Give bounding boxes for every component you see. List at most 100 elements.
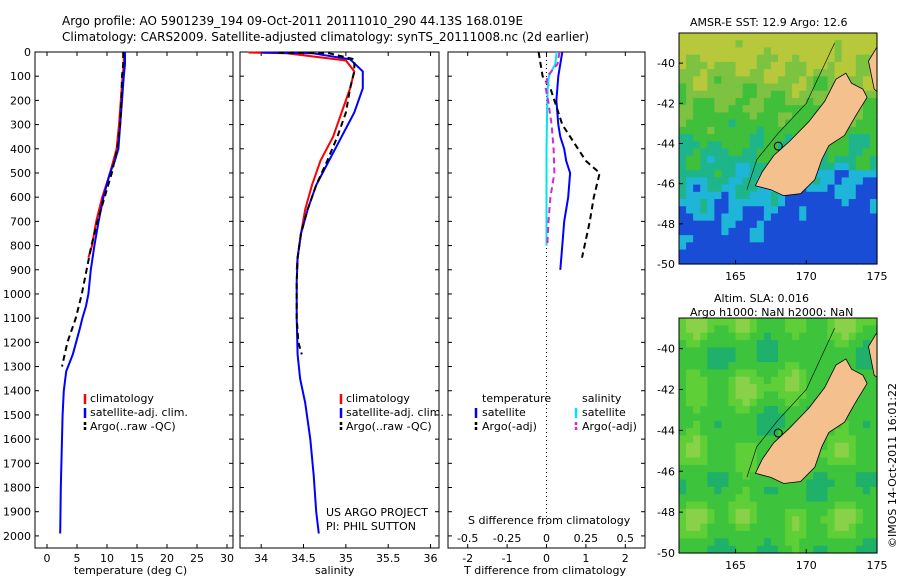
depth-tick-label: 1800 [3, 482, 31, 495]
lon-tick-label: 170 [796, 270, 817, 283]
depth-tick-label: 500 [10, 167, 31, 180]
argo-float-marker [773, 141, 783, 151]
bathymetry-contour [746, 42, 835, 190]
lat-tick-label: -44 [657, 424, 675, 437]
depth-tick-label: 800 [10, 240, 31, 253]
sst-map-cells [679, 33, 878, 265]
s-diff-tick-label: -0.25 [493, 532, 521, 545]
x-tick-label: 15 [130, 552, 144, 565]
depth-tick-label: 2000 [3, 530, 31, 543]
depth-tick-label: 1600 [3, 433, 31, 446]
south-island-land [754, 72, 868, 197]
series-line-satellite-adj-clim- [59, 52, 126, 534]
x-tick-label: 34 [254, 552, 268, 565]
plot-frame-0 [34, 51, 234, 549]
t-diff-axis-label: T difference from climatology [464, 564, 626, 577]
depth-tick-label: 200 [10, 94, 31, 107]
lon-tick-label: 165 [725, 559, 746, 572]
legend2-argo-label: Argo(..raw -QC) [346, 420, 432, 433]
depth-tick-label: 1700 [3, 457, 31, 470]
temperature-axis-label: temperature (deg C) [74, 564, 188, 577]
x-tick-label: 30 [220, 552, 234, 565]
header-line-2: Climatology: CARS2009. Satellite-adjuste… [62, 30, 590, 44]
legend3-temperature-label: temperature [482, 392, 552, 405]
bathymetry-contour [746, 328, 835, 478]
series-line-argo-raw-qc- [61, 52, 125, 367]
s-diff-tick-label: 0 [543, 532, 550, 545]
lon-tick-label: 175 [867, 559, 888, 572]
legend-argo-label: Argo(..raw -QC) [90, 420, 176, 433]
depth-tick-label: 300 [10, 119, 31, 132]
sla-map-cells [679, 318, 878, 554]
x-tick-label: 34.5 [291, 552, 316, 565]
legend3-s-argo-label: Argo(-adj) [582, 420, 637, 433]
depth-tick-label: 400 [10, 143, 31, 156]
sla-map-title-1: Altim. SLA: 0.016 [714, 292, 810, 305]
salinity-axis-label: salinity [315, 564, 355, 577]
legend3-salinity-label: salinity [582, 392, 622, 405]
imos-credit: ©IMOS 14-Oct-2011 16:01:22 [886, 382, 899, 548]
header-line-1: Argo profile: AO 5901239_194 09-Oct-2011… [62, 14, 524, 28]
x-tick-label: 1 [582, 552, 589, 565]
x-tick-label: -2 [462, 552, 473, 565]
s-diff-tick-label: 0.5 [617, 532, 635, 545]
depth-tick-label: 1900 [3, 506, 31, 519]
sla-map-frame [678, 317, 878, 554]
lat-tick-label: -50 [657, 258, 675, 271]
depth-tick-label: 1300 [3, 361, 31, 374]
legend3-s-satellite-label: satellite [582, 406, 626, 419]
depth-tick-label: 1400 [3, 385, 31, 398]
legend3-t-argo-label: Argo(-adj) [482, 420, 537, 433]
lat-tick-label: -40 [657, 57, 675, 70]
south-island-land [754, 358, 868, 484]
pi-label: PI: PHIL SUTTON [326, 520, 417, 533]
lat-tick-label: -44 [657, 137, 675, 150]
s-diff-tick-label: 0.25 [574, 532, 599, 545]
project-label: US ARGO PROJECT [326, 506, 428, 519]
x-tick-label: 35.5 [376, 552, 401, 565]
depth-tick-label: 600 [10, 191, 31, 204]
lat-tick-label: -48 [657, 218, 675, 231]
lat-tick-label: -42 [657, 384, 675, 397]
plot-frame-1 [239, 51, 440, 549]
x-tick-label: 0 [543, 552, 550, 565]
sst-map-title: AMSR-E SST: 12.9 Argo: 12.6 [690, 16, 848, 29]
argo-float-marker [773, 428, 783, 438]
x-tick-label: 10 [100, 552, 114, 565]
lat-tick-label: -50 [657, 547, 675, 560]
lat-tick-label: -40 [657, 343, 675, 356]
s-diff-axis-label: S difference from climatology [468, 514, 631, 527]
s-diff-tick-label: -0.5 [457, 532, 478, 545]
sst-map-frame [678, 32, 878, 265]
x-tick-label: 36 [424, 552, 438, 565]
depth-tick-label: 1200 [3, 336, 31, 349]
depth-tick-label: 1500 [3, 409, 31, 422]
lat-tick-label: -46 [657, 465, 675, 478]
depth-tick-label: 900 [10, 264, 31, 277]
series-line-salinity-argo-adj- [544, 51, 561, 246]
legend2-satellite-label: satellite-adj. clim. [346, 406, 444, 419]
x-tick-label: 0 [44, 552, 51, 565]
lon-tick-label: 165 [725, 270, 746, 283]
legend-satellite-label: satellite-adj. clim. [90, 406, 188, 419]
legend3-t-satellite-label: satellite [482, 406, 526, 419]
depth-tick-label: 1000 [3, 288, 31, 301]
x-tick-label: 2 [622, 552, 629, 565]
x-tick-label: -1 [502, 552, 513, 565]
x-tick-label: 35 [339, 552, 353, 565]
lat-tick-label: -46 [657, 178, 675, 191]
depth-tick-label: 100 [10, 70, 31, 83]
lat-tick-label: -48 [657, 506, 675, 519]
legend-climatology-label: climatology [90, 392, 154, 405]
series-line-temperature-satellite [555, 51, 572, 270]
depth-tick-label: 0 [24, 46, 31, 59]
lon-tick-label: 175 [867, 270, 888, 283]
x-tick-label: 5 [74, 552, 81, 565]
x-tick-label: 25 [190, 552, 204, 565]
lon-tick-label: 170 [796, 559, 817, 572]
lat-tick-label: -42 [657, 97, 675, 110]
legend2-climatology-label: climatology [346, 392, 410, 405]
depth-tick-label: 1100 [3, 312, 31, 325]
series-line-argo-raw-qc- [278, 51, 356, 355]
